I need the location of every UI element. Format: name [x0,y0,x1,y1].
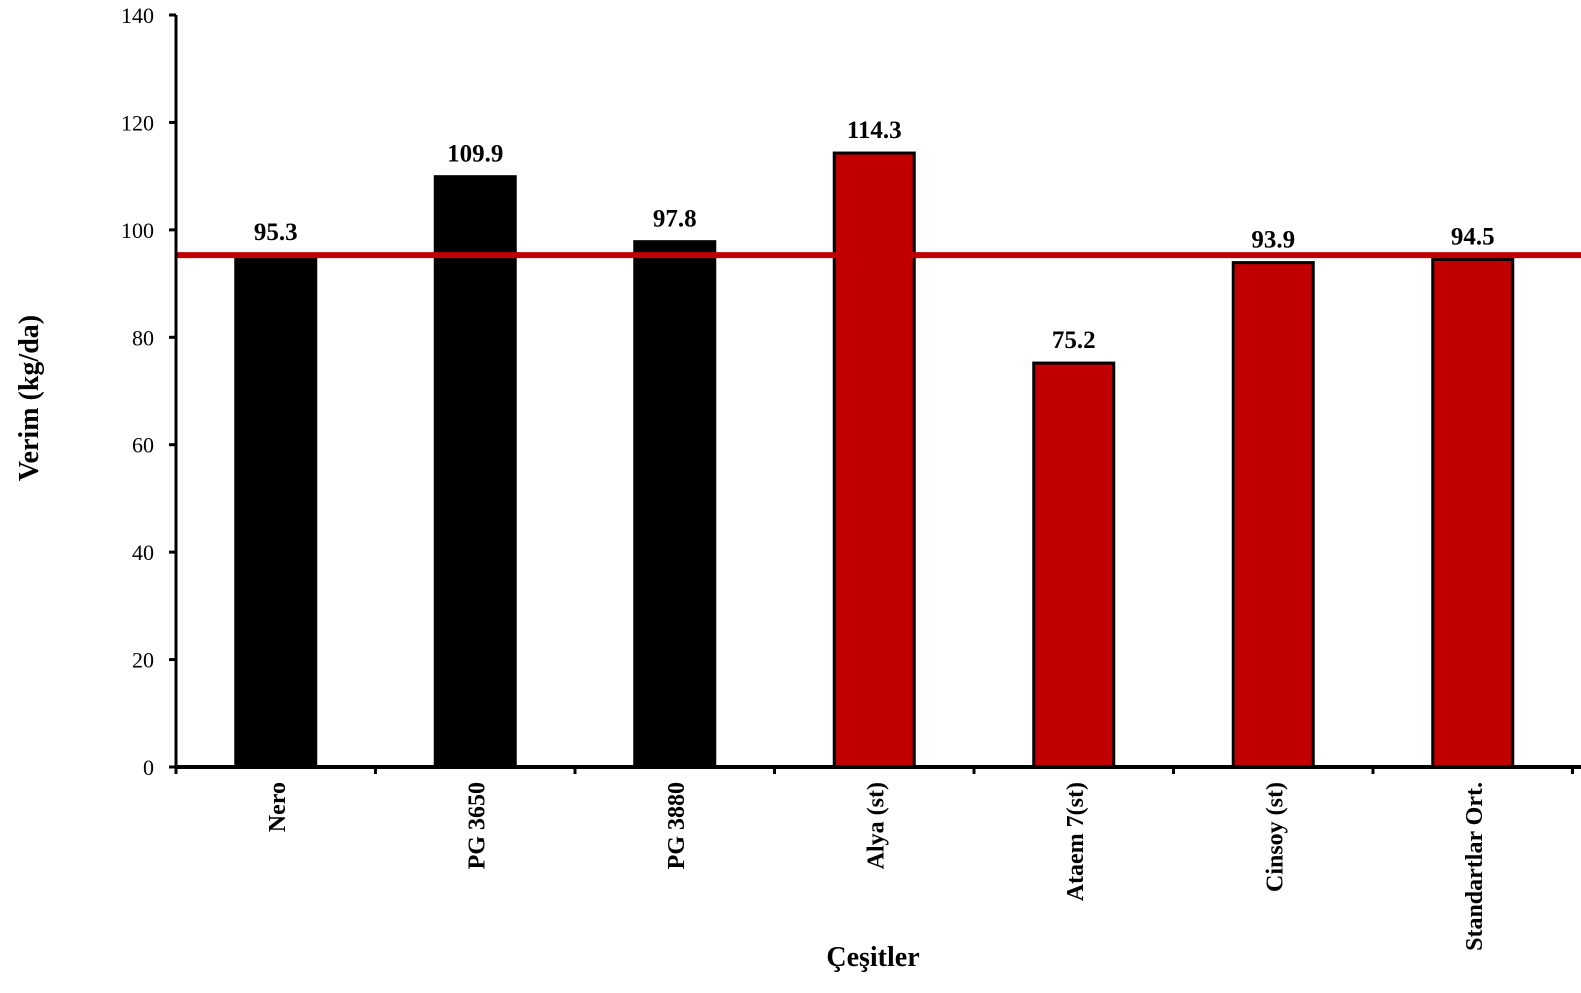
y-tick-label: 60 [132,433,154,458]
bar-value-label: 97.8 [653,206,697,233]
bar-value-label: 94.5 [1451,223,1495,250]
bar-5 [1231,261,1315,769]
y-tick-label: 100 [121,218,154,243]
labels-layer: 95.3 Nero 109.9 PG 3650 97.8 PG 3880 114.3 Alya… [121,3,1495,951]
category-tick-label: PG 3650 [464,782,490,869]
y-tick-label: 120 [121,110,154,135]
bar-3 [832,151,916,769]
bar-0 [234,253,318,769]
category-tick-label: Standartlar Ort. [1462,782,1488,951]
bar-2 [633,240,717,769]
bar-1 [433,175,517,769]
category-tick-label: PG 3880 [664,782,690,869]
bar-value-label: 93.9 [1251,227,1295,254]
bar-6 [1431,257,1515,769]
bar-4 [1032,361,1116,769]
y-tick-label: 0 [143,755,154,780]
y-axis-title: Verim (kg/da) [14,315,45,481]
y-tick-label: 20 [132,648,154,673]
category-tick-label: Cinsoy (st) [1262,782,1288,892]
bar-value-label: 109.9 [447,141,503,168]
category-tick-label: Ataem 7(st) [1063,782,1089,901]
bar-value-label: 95.3 [254,219,298,246]
category-tick-label: Nero [265,782,291,832]
bar-value-label: 75.2 [1052,327,1096,354]
y-tick-label: 40 [132,540,154,565]
bars-layer [234,151,1515,769]
y-tick-label: 140 [121,3,154,28]
bar-value-label: 114.3 [847,117,902,144]
x-axis-title: Çeşitler [826,942,919,973]
category-tick-label: Alya (st) [863,782,889,869]
axes-layer [169,13,1581,774]
y-tick-label: 80 [132,325,154,350]
